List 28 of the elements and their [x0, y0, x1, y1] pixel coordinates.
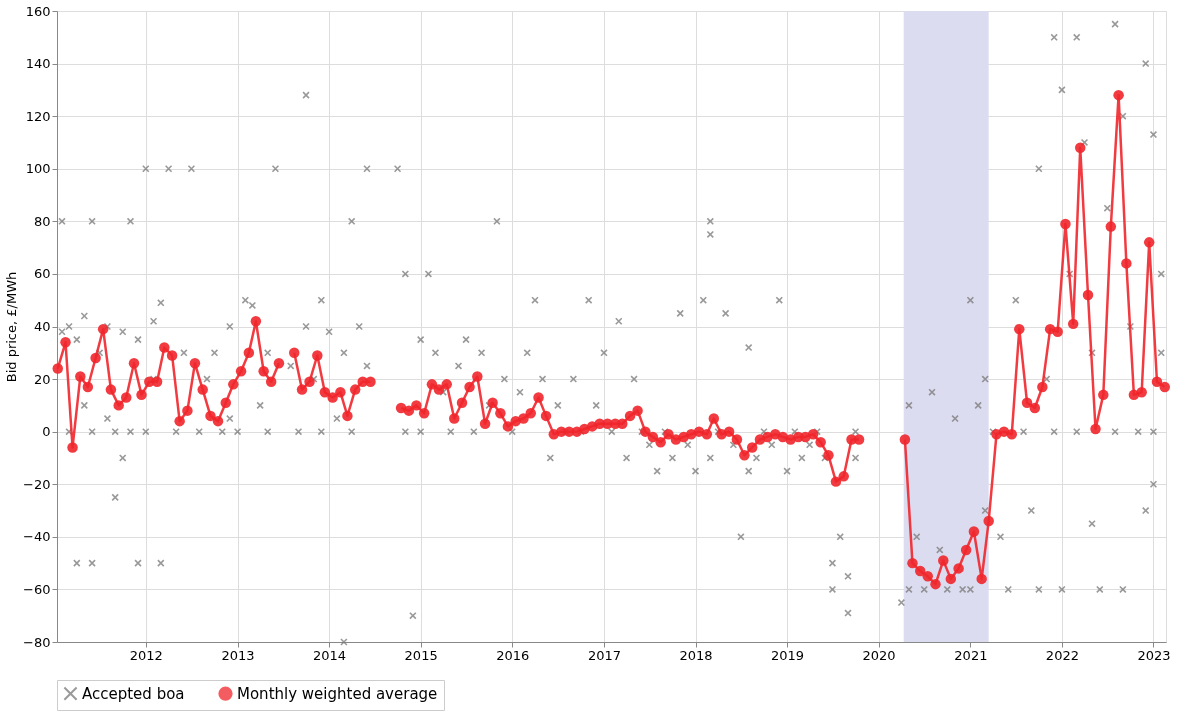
legend-label: Monthly weighted average	[237, 684, 438, 703]
x-tick-label: 2022	[1045, 647, 1079, 663]
y-tick-label: 140	[25, 56, 51, 72]
y-tick-label: −20	[23, 476, 51, 492]
legend-label: Accepted boa	[82, 684, 185, 703]
y-tick-label: 20	[33, 371, 51, 387]
y-axis-title: Bid price, £/MWh	[4, 271, 20, 383]
x-tick-label: 2020	[862, 647, 896, 663]
y-tick-label: 120	[25, 108, 51, 124]
y-tick-label: −80	[23, 634, 51, 650]
x-tick-label: 2021	[954, 647, 988, 663]
y-tick-label: 60	[33, 266, 51, 282]
x-tick-label: 2016	[496, 647, 530, 663]
y-tick-label: 0	[42, 424, 51, 440]
y-tick-label: −60	[23, 581, 51, 597]
y-tick-label: 160	[25, 3, 51, 19]
y-tick-label: 40	[33, 319, 51, 334]
x-tick-label: 2017	[587, 647, 622, 663]
x-tick-label: 2014	[313, 647, 347, 663]
x-tick-label: 2015	[404, 647, 438, 663]
y-tick-label: 80	[33, 213, 51, 229]
x-tick-label: 2018	[679, 647, 713, 663]
x-tick-label: 2012	[129, 647, 163, 663]
y-tick-label: −40	[23, 529, 51, 545]
x-tick-label: 2023	[1137, 647, 1171, 663]
x-tick-label: 2019	[771, 647, 805, 663]
x-tick-label: 2013	[221, 647, 255, 663]
y-tick-label: 100	[25, 161, 51, 177]
